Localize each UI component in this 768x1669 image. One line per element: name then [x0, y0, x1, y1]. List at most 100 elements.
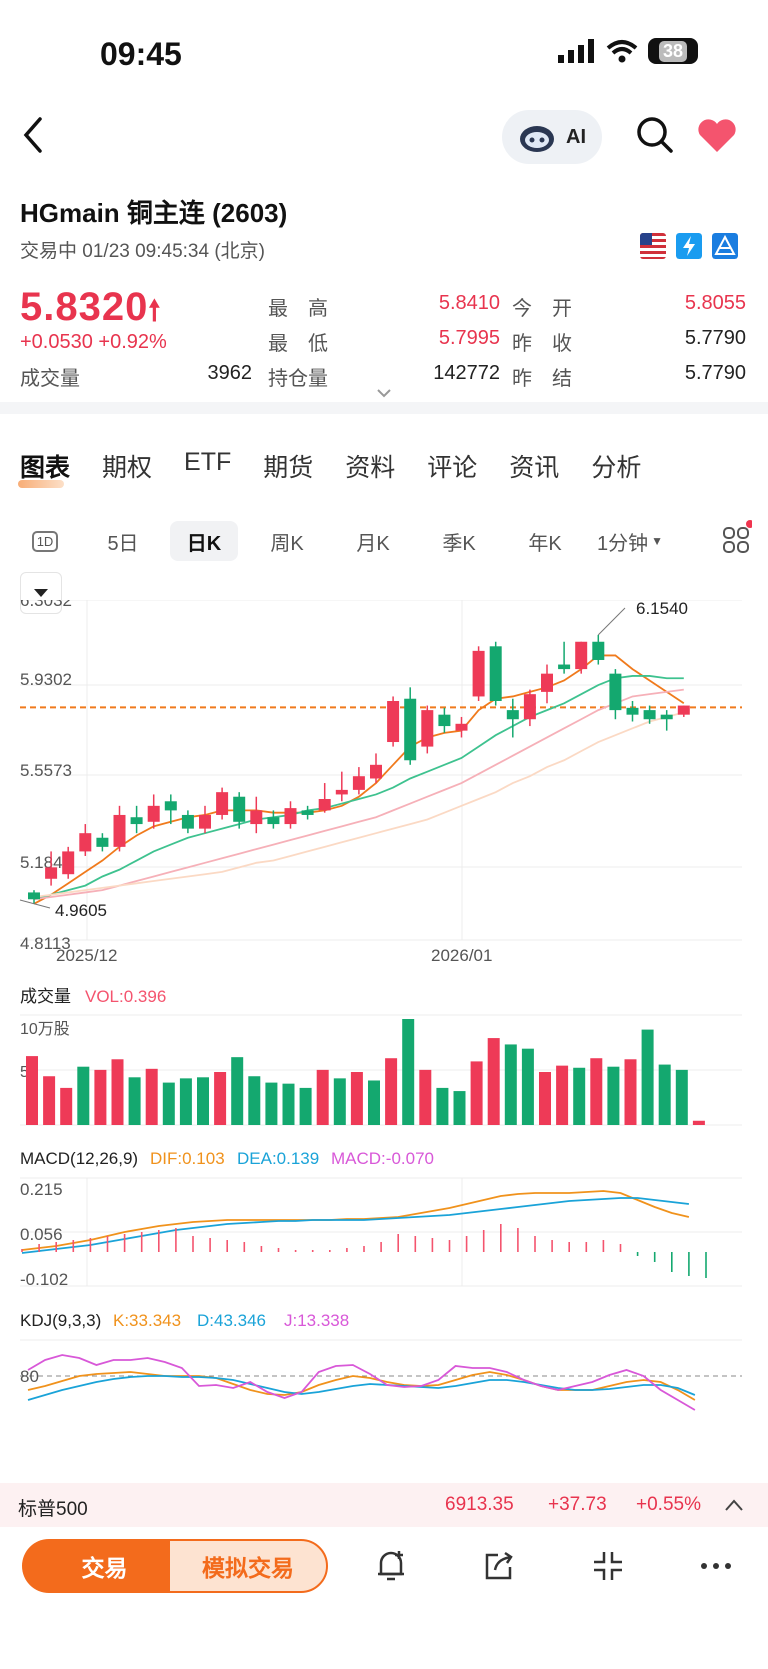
more-icon[interactable]	[700, 1558, 732, 1574]
kdj-j-line	[27, 1354, 696, 1411]
candle-body	[421, 710, 434, 747]
last-price: 5.8320🠕	[20, 285, 161, 338]
tab-analysis[interactable]: 分析	[591, 454, 642, 482]
candle-body	[267, 817, 280, 825]
lightning-badge-icon[interactable]	[676, 233, 702, 259]
ticker-percent: +0.55%	[636, 1494, 701, 1515]
tab-profile[interactable]: 资料	[345, 454, 396, 482]
period-1d[interactable]: 1D	[20, 521, 70, 561]
tab-comments[interactable]: 评论	[427, 454, 478, 482]
level-badge-icon[interactable]	[712, 233, 738, 259]
candle-body	[472, 650, 485, 697]
period-monthly[interactable]: 月K	[356, 532, 390, 555]
alert-bell-icon[interactable]	[374, 1548, 408, 1584]
low-annotation: 4.9605	[55, 901, 107, 920]
volume-bar	[128, 1077, 141, 1125]
grid-layout-icon[interactable]	[722, 520, 752, 556]
candle-body	[233, 796, 246, 822]
low-value: 5.7995	[438, 327, 500, 349]
volume-bar	[453, 1091, 466, 1125]
volume-unit: 10万股	[20, 1020, 70, 1038]
y-tick-label: 6.3032	[20, 600, 72, 610]
volume-bar	[590, 1058, 603, 1125]
period-daily[interactable]: 日K	[170, 521, 238, 561]
volume-bar	[385, 1058, 398, 1125]
x-tick-label: 2026/01	[431, 946, 492, 965]
tab-options[interactable]: 期权	[102, 454, 153, 482]
volume-bar	[111, 1059, 124, 1125]
price-change: +0.0530 +0.92%	[20, 331, 167, 354]
y-tick-label: 5.5573	[20, 761, 72, 780]
volume-bar	[265, 1082, 278, 1125]
volume-bar	[487, 1038, 500, 1125]
expand-chevron-icon[interactable]	[376, 388, 392, 398]
volume-bar	[624, 1059, 637, 1125]
volume-bar	[77, 1066, 90, 1125]
candle-body	[250, 810, 263, 825]
candle-body	[113, 814, 126, 847]
chevron-up-icon[interactable]	[724, 1498, 744, 1512]
tab-futures[interactable]: 期货	[263, 454, 314, 482]
search-icon[interactable]	[636, 116, 674, 154]
volume-bar	[573, 1067, 586, 1125]
period-yearly[interactable]: 年K	[528, 532, 562, 555]
open-interest-value: 142772	[433, 362, 500, 384]
kdj-d: D:43.346	[197, 1311, 266, 1330]
ticker-name: 标普500	[18, 1499, 88, 1520]
period-5d[interactable]: 5日	[107, 532, 139, 555]
volume-bar	[333, 1078, 346, 1125]
macd-dea: DEA:0.139	[237, 1149, 319, 1168]
favorite-heart-icon[interactable]	[696, 118, 738, 154]
period-weekly[interactable]: 周K	[270, 532, 304, 555]
simulated-trade-button[interactable]: 模拟交易	[168, 1539, 328, 1593]
volume-value: 3962	[207, 362, 253, 384]
caret-down-icon	[34, 589, 48, 597]
volume-bar	[419, 1069, 432, 1125]
tab-news[interactable]: 资讯	[509, 454, 560, 482]
chart-settings-dropdown[interactable]	[20, 572, 62, 614]
volume-bar	[179, 1078, 192, 1125]
candle-body	[541, 673, 553, 692]
low-pointer	[19, 899, 51, 909]
change-value: +0.0530	[20, 331, 93, 353]
trade-button[interactable]: 交易	[22, 1539, 187, 1593]
candle-body	[199, 814, 211, 829]
candle-body	[318, 798, 331, 811]
volume-bar	[556, 1065, 569, 1125]
volume-tick: 5	[20, 1064, 29, 1081]
candle-body	[28, 892, 40, 900]
candle-body	[45, 867, 58, 879]
battery-level: 38	[658, 40, 688, 62]
candle-body	[609, 673, 622, 711]
volume-bar	[470, 1061, 483, 1125]
wifi-icon	[606, 40, 638, 63]
volume-bar	[402, 1019, 415, 1125]
macd-dif-line	[21, 1190, 690, 1251]
period-quarterly[interactable]: 季K	[442, 532, 476, 555]
volume-bar	[60, 1087, 73, 1125]
x-tick-label: 2025/12	[56, 946, 117, 965]
index-ticker-bar[interactable]: 标普500 6913.35 +37.73 +0.55%	[0, 1483, 768, 1527]
open-label: 今 开	[512, 298, 572, 320]
candle-body	[626, 707, 639, 715]
period-minute-dropdown[interactable]: 1分钟 ▼	[590, 521, 670, 561]
candle-body	[523, 694, 536, 720]
change-percent: +0.92%	[98, 331, 167, 353]
share-icon[interactable]	[482, 1549, 516, 1583]
candle-body	[660, 714, 673, 720]
macd-tick: 0.056	[20, 1225, 63, 1244]
candle-body	[506, 710, 519, 720]
volume-bar	[197, 1077, 209, 1125]
collapse-icon[interactable]	[592, 1550, 624, 1582]
macd-dif: DIF:0.103	[150, 1149, 225, 1168]
moving-average-line	[33, 675, 684, 901]
ticker-change: +37.73	[548, 1494, 607, 1515]
candle-body	[164, 801, 177, 811]
back-icon[interactable]	[20, 115, 46, 155]
candle-body	[592, 641, 605, 660]
tab-chart[interactable]: 图表	[17, 448, 70, 488]
macd-tick: 0.215	[20, 1180, 63, 1199]
ai-assistant-button[interactable]: AI	[502, 110, 602, 164]
tab-etf[interactable]: ETF	[184, 448, 232, 476]
